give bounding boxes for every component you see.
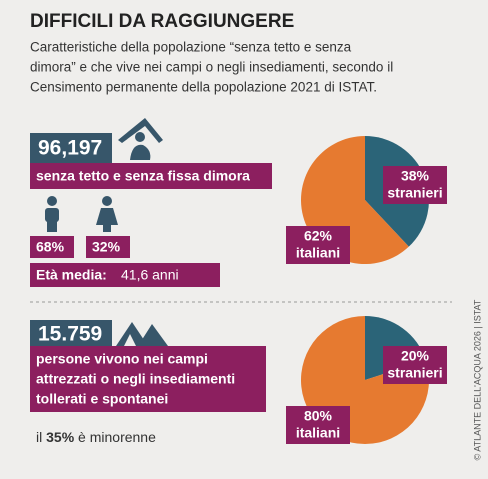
person-icons xyxy=(45,196,118,232)
minor-text: il 35% è minorenne xyxy=(36,429,156,445)
minor-pre: il xyxy=(36,429,42,445)
slice-label-box xyxy=(383,346,447,384)
count: 15.759 xyxy=(38,323,102,346)
label: persone vivono nei campi xyxy=(36,351,208,367)
title: DIFFICILI DA RAGGIUNGERE xyxy=(30,11,294,32)
slice-label-box xyxy=(286,226,350,264)
label-box xyxy=(30,346,266,412)
slice-name: italiani xyxy=(296,245,340,261)
label-box xyxy=(30,163,272,189)
slice-name: stranieri xyxy=(387,365,442,381)
label: attrezzati o negli insediamenti xyxy=(36,371,235,387)
slice-label-box xyxy=(286,406,350,444)
label: tollerati e spontanei xyxy=(36,391,168,407)
slice-label-box xyxy=(383,166,447,204)
slice-value: 20% xyxy=(401,348,430,364)
count: 96,197 xyxy=(38,137,102,160)
men-share: 68% xyxy=(36,239,65,255)
men-box xyxy=(30,236,74,258)
age-box xyxy=(30,263,220,287)
subtitle: dimora” e che vive nei campi o negli ins… xyxy=(30,60,393,75)
count-box xyxy=(30,133,112,163)
minor-post: è minorenne xyxy=(78,429,156,445)
minor-value: 35% xyxy=(46,429,75,445)
slice-value: 38% xyxy=(401,168,430,184)
count-box xyxy=(30,320,112,348)
homeless-icon xyxy=(118,118,163,160)
women-box xyxy=(86,236,130,258)
slice-value: 62% xyxy=(304,228,333,244)
age-label: Età media: xyxy=(36,267,107,283)
subtitle: Caratteristiche della popolazione “senza… xyxy=(30,40,352,55)
credit: © ATLANTE DELL'ACQUA 2026 | ISTAT xyxy=(472,299,482,460)
tent-icon xyxy=(116,322,168,346)
slice-name: italiani xyxy=(296,425,340,441)
slice-name: stranieri xyxy=(387,185,442,201)
age-value: 41,6 anni xyxy=(121,267,179,283)
subtitle: Censimento permanente della popolazione … xyxy=(30,80,377,95)
women-share: 32% xyxy=(92,239,121,255)
label: senza tetto e senza fissa dimora xyxy=(36,168,250,184)
slice-value: 80% xyxy=(304,408,333,424)
